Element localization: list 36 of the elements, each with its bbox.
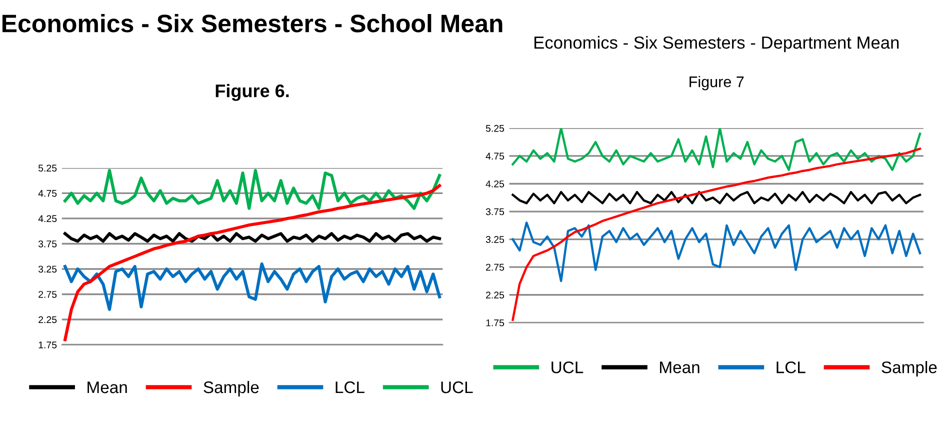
legend-label: Mean xyxy=(660,362,700,374)
line-series xyxy=(64,262,442,311)
y-tick-label: 3.25 xyxy=(486,236,504,243)
legend-label: Sample xyxy=(204,380,259,397)
y-tick-label: 1.75 xyxy=(38,342,57,348)
line-series xyxy=(64,232,442,243)
legend-label: UCL xyxy=(441,381,473,394)
chart-title: Economics - Six Semesters - Department Mean xyxy=(534,36,899,52)
line-series xyxy=(512,148,922,321)
y-tick-label: 2.25 xyxy=(486,292,504,298)
line-series xyxy=(512,190,922,204)
y-tick-label: 3.75 xyxy=(486,208,504,216)
legend-label: Mean xyxy=(88,382,127,394)
chart-title: Economics - Six Semesters - School Mean xyxy=(2,14,502,32)
y-tick-label: 2.75 xyxy=(38,290,57,298)
y-tick-label: 3.25 xyxy=(38,266,57,273)
line-series xyxy=(64,184,442,342)
y-tick-label: 2.75 xyxy=(486,264,504,271)
line-series xyxy=(512,222,922,282)
legend-label: LCL xyxy=(776,361,806,374)
y-tick-label: 2.25 xyxy=(38,316,57,324)
y-tick-label: 4.25 xyxy=(486,180,504,188)
chart-subtitle: Figure 7 xyxy=(690,76,744,90)
y-tick-label: 3.75 xyxy=(38,240,57,248)
y-tick-label: 5.25 xyxy=(38,164,57,172)
legend-label: UCL xyxy=(552,361,584,374)
legend-label: Sample xyxy=(882,361,937,377)
y-tick-label: 1.75 xyxy=(486,319,504,326)
line-series xyxy=(512,128,922,171)
y-tick-label: 4.25 xyxy=(38,215,57,222)
y-tick-label: 5.25 xyxy=(486,124,504,132)
chart-subtitle: Figure 6. xyxy=(216,84,289,101)
line-series xyxy=(64,168,442,210)
y-tick-label: 4.75 xyxy=(486,152,504,160)
y-tick-label: 4.75 xyxy=(38,190,57,197)
legend-label: LCL xyxy=(336,381,364,394)
